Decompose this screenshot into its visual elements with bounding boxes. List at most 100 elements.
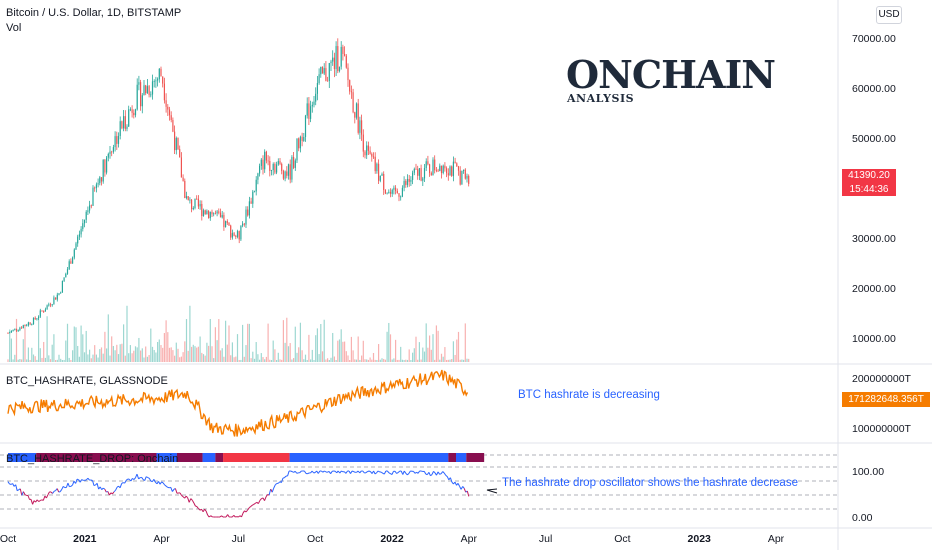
volume-bar — [140, 350, 142, 362]
watermark-subtitle: ANALYSIS — [567, 92, 635, 105]
oscillator-regime-band — [289, 453, 449, 462]
volume-bar — [111, 336, 113, 362]
price-candle — [107, 153, 109, 158]
price-candle — [15, 328, 18, 331]
volume-bar — [208, 345, 210, 362]
price-candle — [463, 169, 465, 171]
price-candle — [444, 165, 446, 169]
oscillator-line-segment — [45, 494, 49, 499]
oscillator-line-segment — [16, 489, 20, 492]
price-candle — [136, 84, 138, 110]
volume-bar — [58, 354, 60, 362]
volume-bar — [126, 305, 128, 362]
oscillator-line-segment — [261, 497, 264, 500]
price-candle — [359, 120, 361, 133]
oscillator-line-segment — [204, 508, 207, 512]
price-candle — [354, 112, 356, 118]
oscillator-line-segment — [388, 472, 391, 475]
price-candle — [10, 330, 12, 333]
price-candle — [204, 210, 206, 215]
oscillator-regime-band — [448, 453, 456, 462]
price-candle — [396, 190, 398, 194]
hashrate-value-badge: 171282648.356T — [842, 392, 930, 407]
volume-bar — [367, 359, 369, 362]
price-candle — [434, 159, 436, 171]
oscillator-line-segment — [408, 470, 411, 474]
price-candle — [459, 170, 461, 185]
price-candle — [298, 138, 300, 149]
oscillator-line-segment — [76, 478, 79, 481]
time-axis-tick: Oct — [614, 533, 630, 545]
bar-countdown-badge: 15:44:36 — [842, 183, 896, 196]
oscillator-line-segment — [274, 483, 278, 486]
price-candle — [211, 211, 213, 215]
oscillator-line-segment — [219, 515, 222, 518]
volume-bar — [349, 359, 351, 362]
price-candle — [306, 103, 308, 116]
price-candle — [206, 210, 208, 215]
price-candle — [100, 177, 103, 182]
oscillator-line-segment — [273, 484, 276, 489]
oscillator-line-segment — [138, 477, 141, 480]
volume-bar — [211, 346, 213, 362]
price-candle — [90, 205, 92, 207]
oscillator-line-segment — [92, 480, 95, 486]
price-candle — [92, 187, 94, 206]
volume-bar — [12, 359, 14, 362]
price-candle — [422, 178, 424, 181]
currency-button[interactable]: USD — [876, 6, 902, 24]
volume-bar — [289, 343, 291, 362]
volume-bar — [100, 347, 103, 362]
volume-bar — [376, 359, 378, 362]
volume-bar — [432, 334, 434, 362]
oscillator-line-segment — [255, 501, 258, 504]
oscillator-line-segment — [112, 491, 115, 495]
price-candle — [12, 329, 14, 331]
volume-bar — [192, 344, 194, 362]
price-candle — [60, 292, 62, 294]
price-candle — [29, 322, 31, 325]
price-candle — [187, 196, 189, 200]
oscillator-line-segment — [133, 477, 136, 480]
volume-bar — [138, 337, 140, 362]
oscillator-line-segment — [148, 478, 152, 482]
price-candle — [151, 81, 154, 95]
volume-bar — [291, 359, 293, 362]
volume-bar — [374, 359, 376, 362]
oscillator-line-segment — [425, 473, 428, 476]
volume-bar — [386, 331, 388, 362]
volume-bar — [371, 359, 373, 362]
price-candle — [449, 166, 451, 176]
volume-bar — [389, 334, 392, 362]
price-candle — [383, 173, 385, 190]
price-candle — [384, 189, 386, 194]
price-candle — [248, 201, 250, 216]
hashrate-annotation: BTC hashrate is decreasing — [518, 389, 660, 401]
oscillator-line-segment — [280, 478, 284, 483]
oscillator-line-segment — [445, 475, 448, 477]
price-candle — [133, 112, 135, 116]
volume-bar — [270, 359, 273, 362]
volume-bar — [296, 352, 298, 362]
oscillator-line-segment — [341, 470, 344, 473]
price-candle — [337, 46, 339, 72]
time-axis-tick: Apr — [768, 533, 785, 545]
oscillator-line-segment — [190, 498, 193, 501]
oscillator-line-segment — [7, 481, 10, 485]
oscillator-line-segment — [81, 479, 84, 481]
oscillator-line-segment — [359, 470, 362, 474]
price-candle — [221, 215, 223, 218]
price-candle — [226, 221, 228, 223]
volume-bar — [415, 336, 417, 362]
volume-bar — [335, 359, 337, 362]
price-candle — [267, 160, 269, 162]
oscillator-line-segment — [193, 502, 196, 507]
volume-bar — [398, 359, 400, 362]
oscillator-line-segment — [253, 502, 256, 505]
volume-bar — [444, 347, 446, 362]
volume-bar — [306, 359, 308, 362]
volume-bar — [104, 331, 106, 362]
oscillator-line-segment — [421, 470, 423, 472]
oscillator-line-segment — [208, 515, 212, 518]
price-candle — [325, 68, 327, 81]
